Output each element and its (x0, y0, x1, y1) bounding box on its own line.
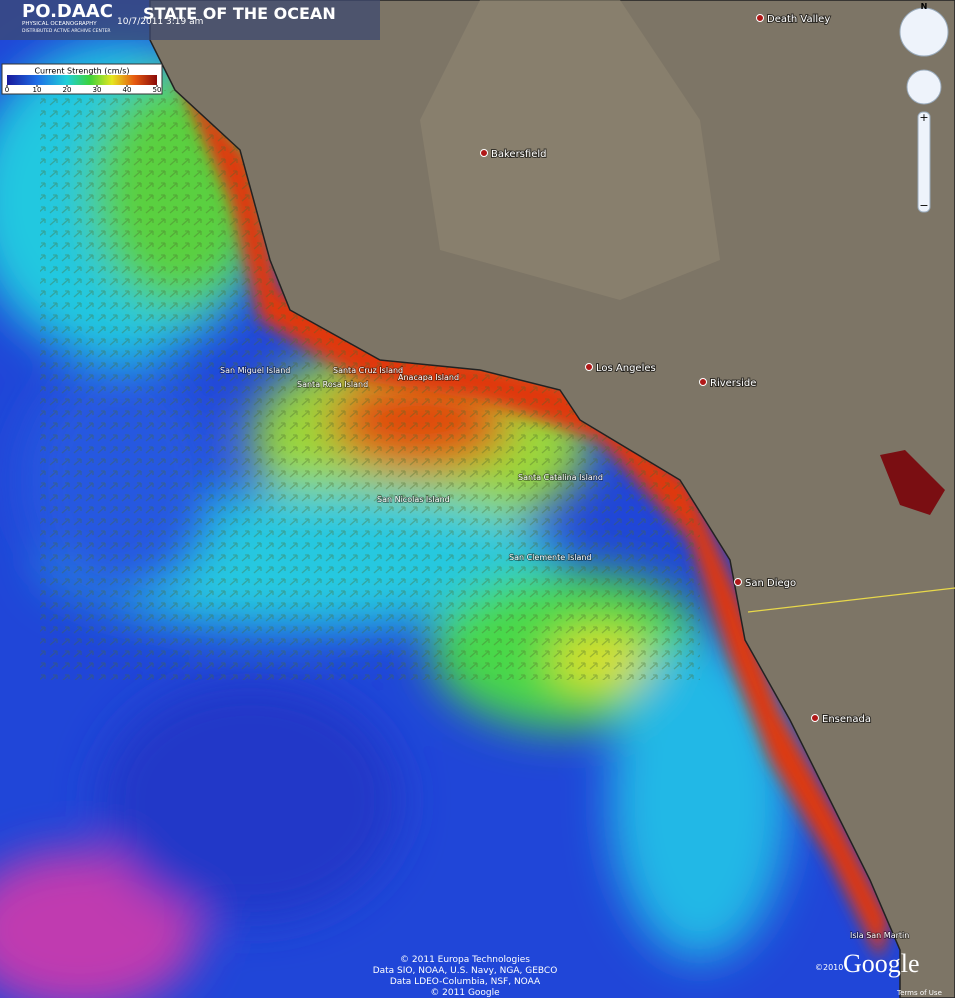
zoom-in[interactable]: + (919, 111, 928, 124)
place-marker[interactable] (480, 149, 488, 157)
salton-sea (880, 450, 945, 515)
border-line (747, 587, 955, 613)
legend-tick-label: 30 (93, 86, 102, 94)
legend-tick-label: 40 (123, 86, 132, 94)
island-label[interactable]: Santa Rosa Island (296, 379, 369, 390)
place-marker[interactable] (734, 578, 742, 586)
legend-title: Current Strength (cm/s) (34, 67, 129, 76)
logo: PO.DAAC (22, 1, 113, 22)
place-label[interactable]: Bakersfield (490, 148, 547, 161)
header-bar (0, 0, 380, 40)
place-marker[interactable] (699, 378, 707, 386)
zoom-out[interactable]: − (919, 199, 928, 212)
island-label[interactable]: San Nicolas Island (376, 494, 450, 505)
place-label[interactable]: Riverside (709, 377, 757, 390)
north-label: N (921, 2, 928, 11)
place-marker[interactable] (756, 14, 764, 22)
legend-tick-label: 0 (5, 86, 9, 94)
attribution: Data SIO, NOAA, U.S. Navy, NGA, GEBCO (373, 966, 558, 976)
land-valley (420, 0, 720, 300)
app-title: STATE OF THE OCEAN (143, 4, 336, 23)
brand: Google (843, 949, 920, 978)
attribution: © 2011 Google (430, 988, 500, 998)
timestamp: 10/7/2011 3:19 am (117, 17, 203, 27)
color-bar (7, 75, 157, 85)
place-label[interactable]: Ensenada (821, 713, 872, 726)
legend-tick-label: 10 (33, 86, 42, 94)
place-label[interactable]: Los Angeles (595, 362, 657, 375)
copyright-year: ©2010 (815, 963, 843, 972)
place-marker[interactable] (811, 714, 819, 722)
place-label[interactable]: Death Valley (766, 13, 831, 26)
island-label[interactable]: San Clemente Island (508, 552, 592, 563)
attribution: © 2011 Europa Technologies (400, 955, 530, 965)
zoom-slider[interactable] (917, 111, 931, 213)
island-label[interactable]: Santa Catalina Island (517, 472, 603, 483)
look-control[interactable] (906, 69, 942, 105)
place-marker[interactable] (585, 363, 593, 371)
island-label[interactable]: Santa Cruz Island (332, 365, 404, 376)
attribution: Data LDEO-Columbia, NSF, NOAA (390, 977, 541, 987)
terms-link[interactable]: Terms of Use (896, 989, 942, 997)
island-label[interactable]: Isla San Martin (849, 930, 910, 941)
logo-sub: PHYSICAL OCEANOGRAPHY (22, 21, 97, 27)
island-label[interactable]: Anacapa Island (397, 372, 460, 383)
place-label[interactable]: San Diego (744, 577, 797, 590)
legend-tick-label: 50 (153, 86, 162, 94)
logo-sub: DISTRIBUTED ACTIVE ARCHIVE CENTER (22, 28, 111, 34)
compass[interactable] (899, 7, 949, 57)
island-label[interactable]: San Miguel Island (219, 365, 291, 376)
legend-tick-label: 20 (63, 86, 72, 94)
land (149, 0, 955, 998)
